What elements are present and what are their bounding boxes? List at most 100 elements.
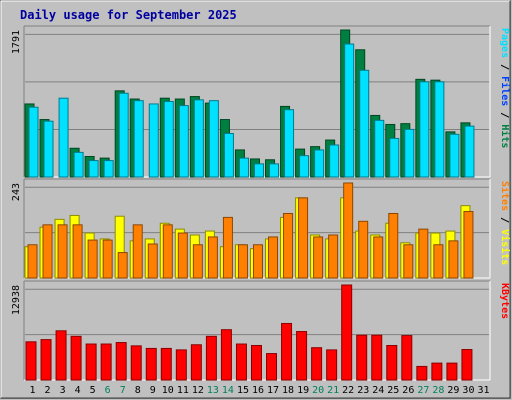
pages-bar bbox=[118, 92, 129, 178]
pages-bar bbox=[434, 81, 445, 178]
kbytes-bar bbox=[115, 342, 127, 381]
sites-bar bbox=[177, 232, 188, 279]
x-tick-label: 29 bbox=[447, 385, 459, 396]
sites-bar bbox=[207, 236, 218, 279]
x-tick-label: 31 bbox=[477, 385, 489, 396]
panel-3: 12938 KBytes bbox=[11, 280, 510, 381]
sites-bar bbox=[268, 236, 279, 279]
x-tick-label: 10 bbox=[162, 385, 174, 396]
kbytes-bar bbox=[190, 344, 202, 381]
x-tick-label: 13 bbox=[207, 385, 219, 396]
pages-bar bbox=[58, 97, 69, 178]
y-max-label: 12938 bbox=[11, 285, 22, 315]
pages-bar bbox=[133, 100, 144, 178]
x-tick-label: 3 bbox=[60, 385, 66, 396]
sites-bar bbox=[147, 243, 158, 279]
pages-bar bbox=[163, 100, 174, 178]
kbytes-bar bbox=[70, 335, 82, 381]
sites-bar bbox=[87, 239, 98, 279]
pages-bar bbox=[43, 120, 54, 178]
pages-bar bbox=[329, 144, 340, 178]
kbytes-bar bbox=[341, 284, 353, 381]
legend-separator: / bbox=[499, 106, 510, 124]
sites-bar bbox=[222, 216, 233, 279]
x-tick-label: 11 bbox=[177, 385, 189, 396]
x-tick-label: 6 bbox=[105, 385, 111, 396]
pages-bar bbox=[103, 160, 114, 178]
x-tick-label: 28 bbox=[432, 385, 444, 396]
x-tick-label: 26 bbox=[402, 385, 414, 396]
pages-bar bbox=[344, 43, 355, 178]
x-tick-label: 25 bbox=[387, 385, 399, 396]
kbytes-bar bbox=[85, 343, 97, 381]
x-tick-label: 18 bbox=[282, 385, 294, 396]
pages-bar bbox=[284, 109, 295, 178]
sites-bar bbox=[313, 236, 324, 279]
kbytes-bar bbox=[311, 347, 323, 381]
sites-bar bbox=[252, 244, 263, 279]
kbytes-bar bbox=[296, 331, 308, 381]
kbytes-bar bbox=[431, 362, 443, 381]
x-tick-label: 20 bbox=[312, 385, 324, 396]
sites-bar bbox=[463, 211, 474, 279]
kbytes-bar bbox=[220, 329, 232, 381]
kbytes-bar bbox=[281, 322, 293, 381]
sites-bar bbox=[433, 244, 444, 279]
sites-bar bbox=[237, 244, 248, 279]
pages-bar bbox=[253, 163, 264, 178]
legend-separator: / bbox=[499, 58, 510, 76]
kbytes-bar bbox=[266, 353, 278, 381]
x-tick-label: 16 bbox=[252, 385, 264, 396]
kbytes-bar bbox=[160, 347, 172, 381]
x-tick-label: 23 bbox=[357, 385, 369, 396]
panel-legend: Sites / Visits bbox=[499, 181, 511, 265]
x-tick-label: 8 bbox=[135, 385, 141, 396]
legend-text: Sites / Visits bbox=[499, 181, 511, 265]
kbytes-bar bbox=[130, 345, 142, 381]
sites-bar bbox=[162, 224, 173, 279]
x-tick-label: 30 bbox=[462, 385, 474, 396]
pages-bar bbox=[449, 133, 460, 178]
x-tick-label: 15 bbox=[237, 385, 249, 396]
sites-bar bbox=[373, 236, 384, 279]
pages-bar bbox=[238, 157, 249, 178]
panel-2: 243 Sites / Visits bbox=[11, 178, 511, 279]
legend-hits: Hits bbox=[499, 124, 511, 148]
pages-bar bbox=[178, 105, 189, 178]
pages-bar bbox=[223, 132, 234, 178]
sites-bar bbox=[343, 182, 354, 279]
kbytes-bar bbox=[401, 335, 413, 381]
x-tick-label: 22 bbox=[342, 385, 354, 396]
sites-bar bbox=[448, 240, 459, 279]
pages-bar bbox=[148, 103, 159, 178]
kbytes-bar bbox=[40, 339, 52, 381]
x-tick-label: 17 bbox=[267, 385, 279, 396]
pages-bar bbox=[314, 149, 325, 178]
legend-pages: Pages bbox=[499, 28, 510, 58]
sites-bar bbox=[298, 197, 309, 279]
pages-bar bbox=[419, 81, 430, 178]
sites-bar bbox=[328, 234, 339, 279]
pages-bar bbox=[193, 99, 204, 178]
kbytes-bar bbox=[235, 343, 247, 381]
x-tick-label: 14 bbox=[222, 385, 234, 396]
legend-sites: Sites bbox=[499, 181, 511, 211]
legend-files: Files bbox=[499, 76, 511, 106]
kbytes-bar bbox=[416, 365, 428, 381]
chart-panels: 1791 Pages / Files / Hits 243 Sites / Visit… bbox=[11, 25, 511, 381]
pages-bar bbox=[269, 163, 280, 178]
x-tick-label: 27 bbox=[417, 385, 429, 396]
legend-text: Pages / Files / Hits bbox=[499, 28, 511, 148]
kbytes-bar bbox=[205, 335, 217, 381]
sites-bar bbox=[72, 224, 83, 279]
pages-bar bbox=[28, 106, 39, 178]
legend-text: KBytes bbox=[499, 283, 510, 319]
sites-bar bbox=[418, 228, 429, 279]
sites-bar bbox=[283, 212, 294, 279]
x-tick-label: 19 bbox=[297, 385, 309, 396]
pages-bar bbox=[464, 125, 475, 178]
kbytes-bar bbox=[175, 349, 187, 381]
legend-kbytes: KBytes bbox=[499, 283, 510, 319]
y-max-label: 243 bbox=[11, 183, 22, 201]
